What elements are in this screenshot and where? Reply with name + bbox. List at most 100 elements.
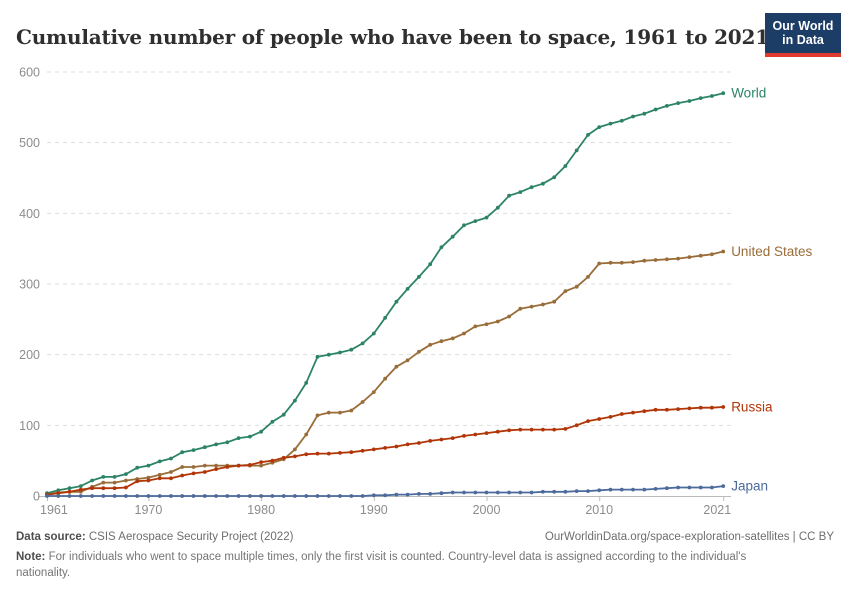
data-point-united-states-2006[interactable] <box>552 299 557 304</box>
data-point-united-states-1991[interactable] <box>383 376 387 381</box>
data-point-japan-2009[interactable] <box>586 489 590 493</box>
data-point-japan-1968[interactable] <box>124 494 128 498</box>
data-point-japan-1969[interactable] <box>135 494 140 498</box>
data-point-japan-1962[interactable] <box>56 494 61 498</box>
data-point-russia-1998[interactable] <box>462 434 466 438</box>
data-point-world-1989[interactable] <box>360 341 365 346</box>
data-point-russia-1995[interactable] <box>428 439 433 443</box>
data-point-united-states-1971[interactable] <box>157 472 162 477</box>
series-line-world[interactable] <box>46 92 725 495</box>
data-point-russia-1981[interactable] <box>270 458 275 463</box>
data-point-world-1986[interactable] <box>326 352 331 357</box>
data-point-japan-1978[interactable] <box>236 494 241 498</box>
data-point-russia-1987[interactable] <box>338 451 342 455</box>
data-point-russia-1966[interactable] <box>101 486 106 491</box>
data-point-world-2016[interactable] <box>665 104 669 108</box>
data-point-united-states-1970[interactable] <box>146 475 151 480</box>
data-point-united-states-1980[interactable] <box>259 463 263 468</box>
data-point-world-1994[interactable] <box>417 275 421 279</box>
data-point-japan-2003[interactable] <box>518 490 523 495</box>
data-point-world-1967[interactable] <box>112 475 117 479</box>
data-point-japan-2001[interactable] <box>495 490 500 495</box>
data-point-world-2002[interactable] <box>507 193 511 198</box>
data-point-russia-2004[interactable] <box>529 427 534 432</box>
data-point-russia-2002[interactable] <box>507 428 511 433</box>
data-point-russia-1975[interactable] <box>202 470 207 474</box>
data-point-russia-1977[interactable] <box>225 465 230 469</box>
data-point-russia-2017[interactable] <box>676 407 680 411</box>
data-point-united-states-1987[interactable] <box>338 410 342 415</box>
data-point-world-1974[interactable] <box>191 448 196 452</box>
data-point-united-states-1975[interactable] <box>202 463 207 468</box>
data-point-world-2013[interactable] <box>631 114 635 119</box>
data-point-world-2014[interactable] <box>642 111 647 116</box>
data-point-russia-1978[interactable] <box>236 463 241 468</box>
data-point-japan-1976[interactable] <box>214 494 219 498</box>
data-point-russia-1980[interactable] <box>259 460 263 464</box>
data-point-united-states-1994[interactable] <box>417 349 421 354</box>
data-point-russia-1984[interactable] <box>304 452 309 457</box>
data-point-united-states-1998[interactable] <box>462 331 466 336</box>
data-point-united-states-1983[interactable] <box>293 447 297 452</box>
data-point-russia-1967[interactable] <box>112 486 117 491</box>
data-point-japan-1971[interactable] <box>157 494 162 498</box>
data-point-united-states-1990[interactable] <box>371 390 376 394</box>
data-point-united-states-2018[interactable] <box>687 255 692 259</box>
data-point-russia-1988[interactable] <box>349 450 354 455</box>
data-point-japan-1996[interactable] <box>439 491 444 496</box>
data-point-united-states-1968[interactable] <box>124 478 128 483</box>
data-point-japan-2005[interactable] <box>541 489 545 494</box>
data-point-japan-2016[interactable] <box>665 486 669 491</box>
data-point-united-states-1974[interactable] <box>191 465 196 469</box>
data-point-japan-1974[interactable] <box>191 494 196 498</box>
data-point-united-states-1967[interactable] <box>112 480 117 485</box>
data-point-japan-2000[interactable] <box>484 490 489 495</box>
data-point-united-states-2004[interactable] <box>529 304 534 309</box>
data-point-united-states-2002[interactable] <box>507 314 511 319</box>
data-point-russia-1976[interactable] <box>214 467 219 471</box>
data-point-russia-1983[interactable] <box>293 454 297 459</box>
data-point-japan-2015[interactable] <box>653 487 658 491</box>
data-point-world-1996[interactable] <box>439 245 444 250</box>
data-point-japan-1961[interactable] <box>45 494 49 498</box>
data-point-japan-1975[interactable] <box>202 494 207 498</box>
data-point-world-1990[interactable] <box>371 331 376 336</box>
data-point-russia-1974[interactable] <box>191 471 196 476</box>
data-point-japan-1973[interactable] <box>180 494 185 498</box>
data-point-japan-1998[interactable] <box>462 490 466 495</box>
data-point-japan-1987[interactable] <box>338 494 342 498</box>
data-point-japan-1964[interactable] <box>78 494 83 498</box>
data-point-russia-2015[interactable] <box>653 407 658 412</box>
data-point-japan-1995[interactable] <box>428 492 433 496</box>
data-point-world-1963[interactable] <box>67 486 72 491</box>
data-point-japan-2012[interactable] <box>619 487 624 492</box>
data-point-russia-2011[interactable] <box>608 415 613 419</box>
data-point-united-states-1988[interactable] <box>349 408 354 413</box>
data-point-russia-2005[interactable] <box>541 427 545 432</box>
data-point-united-states-1997[interactable] <box>450 336 455 341</box>
data-point-russia-1986[interactable] <box>326 451 331 456</box>
data-point-world-2011[interactable] <box>608 121 613 126</box>
data-point-world-2006[interactable] <box>552 175 557 180</box>
data-point-united-states-1984[interactable] <box>304 432 309 437</box>
data-point-russia-1963[interactable] <box>67 489 72 494</box>
data-point-united-states-1999[interactable] <box>473 324 478 329</box>
data-point-russia-2007[interactable] <box>563 427 568 431</box>
data-point-japan-1963[interactable] <box>67 494 72 498</box>
data-point-russia-1970[interactable] <box>146 478 151 483</box>
data-point-united-states-2013[interactable] <box>631 260 635 264</box>
data-point-russia-1989[interactable] <box>360 448 365 453</box>
data-point-russia-1985[interactable] <box>315 451 320 456</box>
data-point-united-states-1966[interactable] <box>101 480 106 485</box>
data-point-united-states-2017[interactable] <box>676 256 680 261</box>
data-point-japan-1989[interactable] <box>360 494 365 498</box>
data-point-russia-1968[interactable] <box>124 485 128 490</box>
data-point-united-states-2009[interactable] <box>586 275 590 279</box>
data-point-russia-1993[interactable] <box>405 442 410 447</box>
data-point-russia-2009[interactable] <box>586 419 590 423</box>
data-point-russia-1964[interactable] <box>78 487 83 492</box>
data-point-world-1993[interactable] <box>405 287 410 291</box>
data-point-world-1966[interactable] <box>101 475 106 479</box>
data-point-russia-2020[interactable] <box>710 405 714 410</box>
data-point-world-1972[interactable] <box>169 456 173 461</box>
